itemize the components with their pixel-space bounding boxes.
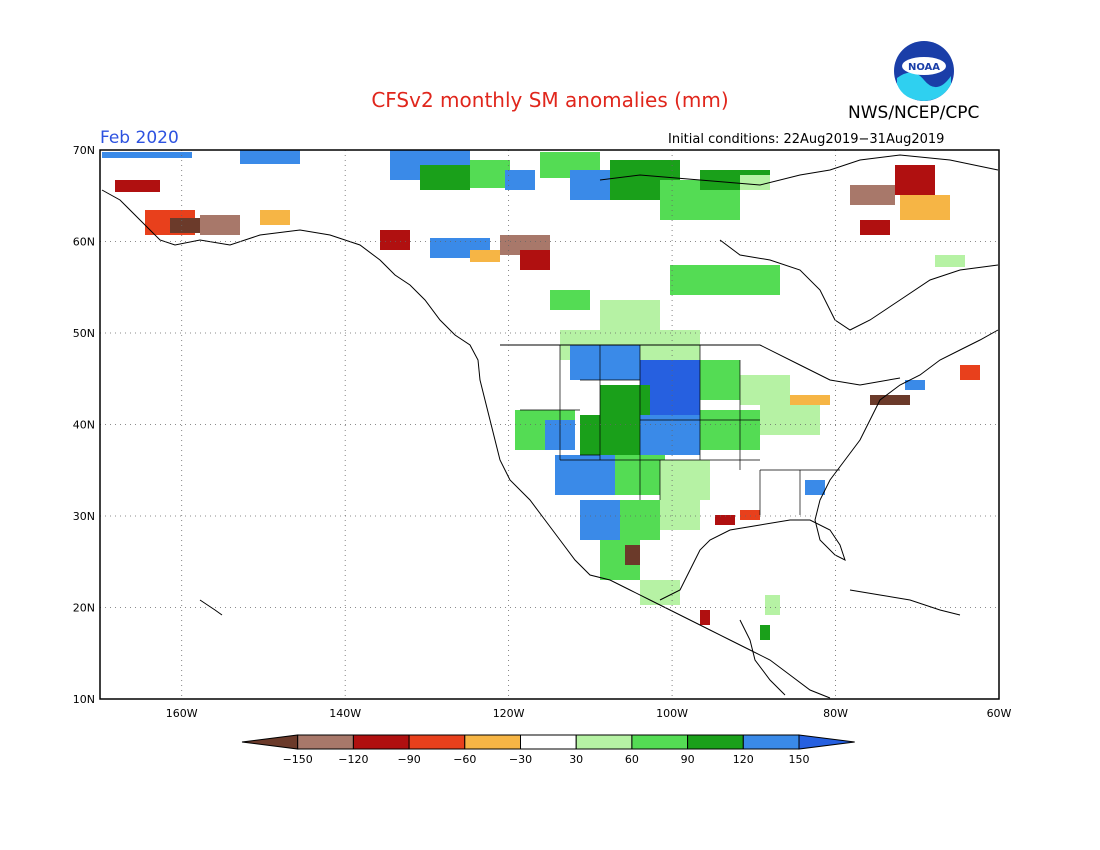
lat-tick-label: 50N — [73, 327, 95, 340]
lon-tick-label: 160W — [166, 707, 198, 720]
colorbar-swatch — [520, 734, 577, 750]
map-frame — [99, 149, 1000, 700]
colorbar-label: 30 — [569, 753, 583, 766]
colorbar-swatch — [631, 734, 689, 750]
colorbar-swatch — [464, 734, 521, 750]
map-title: CFSv2 monthly SM anomalies (mm) — [371, 88, 729, 112]
colorbar-label: −150 — [283, 753, 313, 766]
colorbar-swatch — [575, 734, 633, 750]
noaa-logo-icon: NOAA — [894, 41, 954, 101]
lon-tick-label: 140W — [329, 707, 361, 720]
colorbar-label: 120 — [733, 753, 754, 766]
lon-tick-label: 80W — [823, 707, 848, 720]
colorbar-label: −60 — [453, 753, 476, 766]
lat-tick-label: 20N — [73, 602, 95, 615]
lon-tick-label: 100W — [656, 707, 688, 720]
initial-conditions: Initial conditions: 22Aug2019−31Aug2019 — [668, 132, 945, 147]
colorbar-high-arrow — [798, 734, 855, 750]
colorbar-label: −30 — [509, 753, 532, 766]
lon-tick-label: 120W — [493, 707, 525, 720]
lat-tick-label: 30N — [73, 510, 95, 523]
colorbar-swatch — [742, 734, 800, 750]
colorbar-swatch — [408, 734, 466, 750]
colorbar-swatch — [687, 734, 744, 750]
colorbar-label: −90 — [397, 753, 420, 766]
coastlines — [101, 154, 999, 699]
valid-period: Feb 2020 — [100, 128, 179, 148]
colorbar-label: −120 — [338, 753, 368, 766]
agency-label: NWS/NCEP/CPC — [848, 103, 980, 123]
lat-tick-label: 40N — [73, 419, 95, 432]
colorbar-swatch — [352, 734, 410, 750]
colorbar-low-arrow — [241, 734, 299, 750]
lat-tick-label: 10N — [73, 693, 95, 706]
latitude-ticks: 10N 20N 30N 40N 50N 60N 70N — [73, 144, 95, 706]
longitude-ticks: 160W 140W 120W 100W 80W 60W — [166, 707, 1012, 720]
anomaly-patches — [102, 150, 980, 640]
colorbar-label: 150 — [789, 753, 810, 766]
lat-tick-label: 70N — [73, 144, 95, 157]
colorbar-label: 60 — [625, 753, 639, 766]
colorbar: −150 −120 −90 −60 −30 30 60 90 120 150 — [241, 734, 855, 766]
colorbar-swatch — [297, 734, 354, 750]
colorbar-label: 90 — [681, 753, 695, 766]
lon-tick-label: 60W — [987, 707, 1012, 720]
noaa-logo-text: NOAA — [908, 62, 940, 73]
lat-tick-label: 60N — [73, 236, 95, 249]
state-borders — [520, 345, 840, 515]
